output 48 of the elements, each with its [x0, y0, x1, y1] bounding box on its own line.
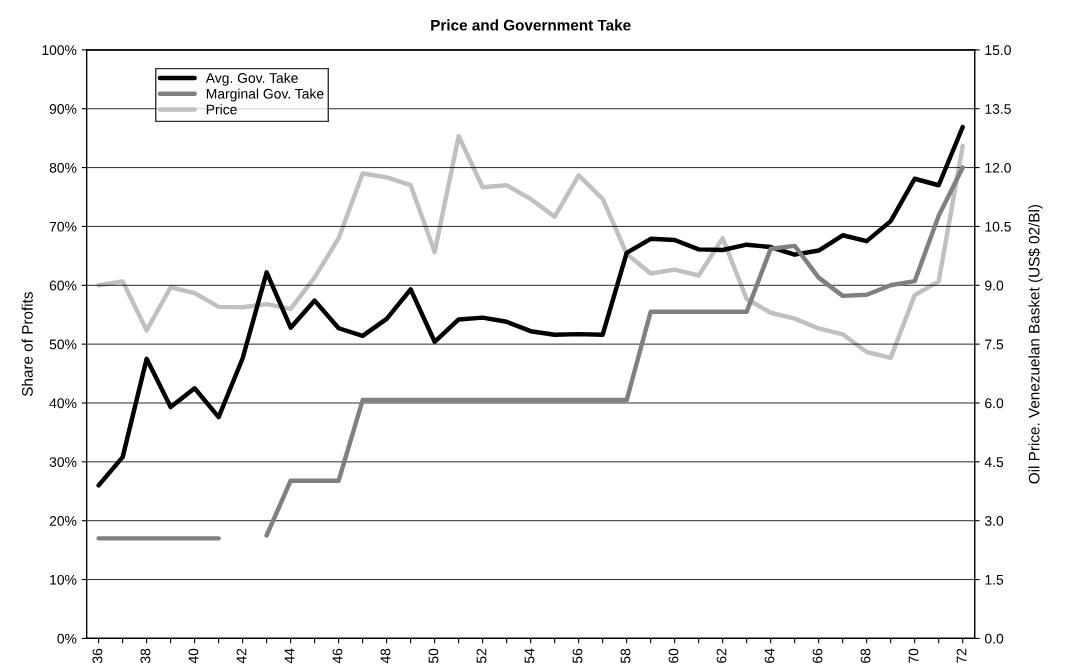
x-tick-label: 50: [428, 648, 439, 664]
y2-tick-label: 7.5: [985, 339, 1004, 350]
x-tick-label: 36: [92, 648, 103, 664]
x-tick-label: 40: [188, 648, 199, 664]
y2-tick-label: 4.5: [984, 457, 1004, 468]
x-tick-label: 46: [332, 648, 343, 664]
y-tick-label: 50%: [49, 339, 77, 350]
y2-tick-label: 3.0: [984, 516, 1004, 526]
x-tick-label: 72: [956, 648, 967, 663]
x-tick-label: 66: [812, 648, 823, 663]
y-tick-label: 10%: [50, 574, 77, 585]
chart-title: Price and Government Take: [431, 19, 631, 31]
line-series: [96, 133, 965, 361]
y2-tick-label: 1.5: [985, 575, 1004, 585]
y-tick-label: 90%: [49, 104, 77, 114]
y-tick-label: 30%: [49, 457, 77, 468]
x-tick-label: 48: [380, 648, 391, 664]
y2-tick-label: 6.0: [985, 398, 1004, 409]
x-tick-label: 56: [572, 648, 583, 664]
y-tick-label: 20%: [49, 516, 77, 526]
y2-tick-label: 9.0: [985, 280, 1004, 291]
y2-tick-label: 12.0: [985, 162, 1011, 173]
y2-axis-title: Oil Price. Venezuelan Basket (US$ 02/Bl): [1028, 204, 1043, 484]
y-tick-label: 60%: [49, 280, 77, 291]
x-tick-label: 42: [236, 648, 247, 664]
x-tick-label: 60: [668, 648, 679, 663]
y-tick-label: 40%: [49, 398, 77, 409]
y-tick-label: 0%: [57, 633, 77, 644]
x-tick-label: 38: [140, 648, 151, 664]
x-tick-label: 64: [764, 648, 775, 663]
x-tick-label: 54: [524, 648, 535, 664]
y2-tick-label: 0.0: [984, 633, 1004, 644]
y-tick-label: 80%: [49, 162, 77, 173]
y-axis-title: Share of Profits: [21, 292, 33, 397]
x-tick-label: 58: [620, 648, 631, 664]
legend-label: Marginal Gov. Take: [206, 88, 324, 102]
x-tick-label: 70: [908, 648, 919, 663]
y2-tick-label: 15.0: [985, 45, 1011, 56]
x-tick-label: 62: [716, 648, 727, 663]
x-tick-label: 44: [284, 648, 295, 664]
legend-label: Price: [206, 104, 237, 115]
y-tick-label: 100%: [42, 45, 77, 56]
y2-tick-label: 13.5: [985, 104, 1011, 114]
x-tick-label: 52: [476, 648, 487, 664]
x-tick-label: 68: [860, 648, 871, 663]
y-tick-label: 70%: [49, 221, 77, 232]
legend-label: Avg. Gov. Take: [205, 72, 298, 86]
y2-tick-label: 10.5: [985, 221, 1011, 232]
